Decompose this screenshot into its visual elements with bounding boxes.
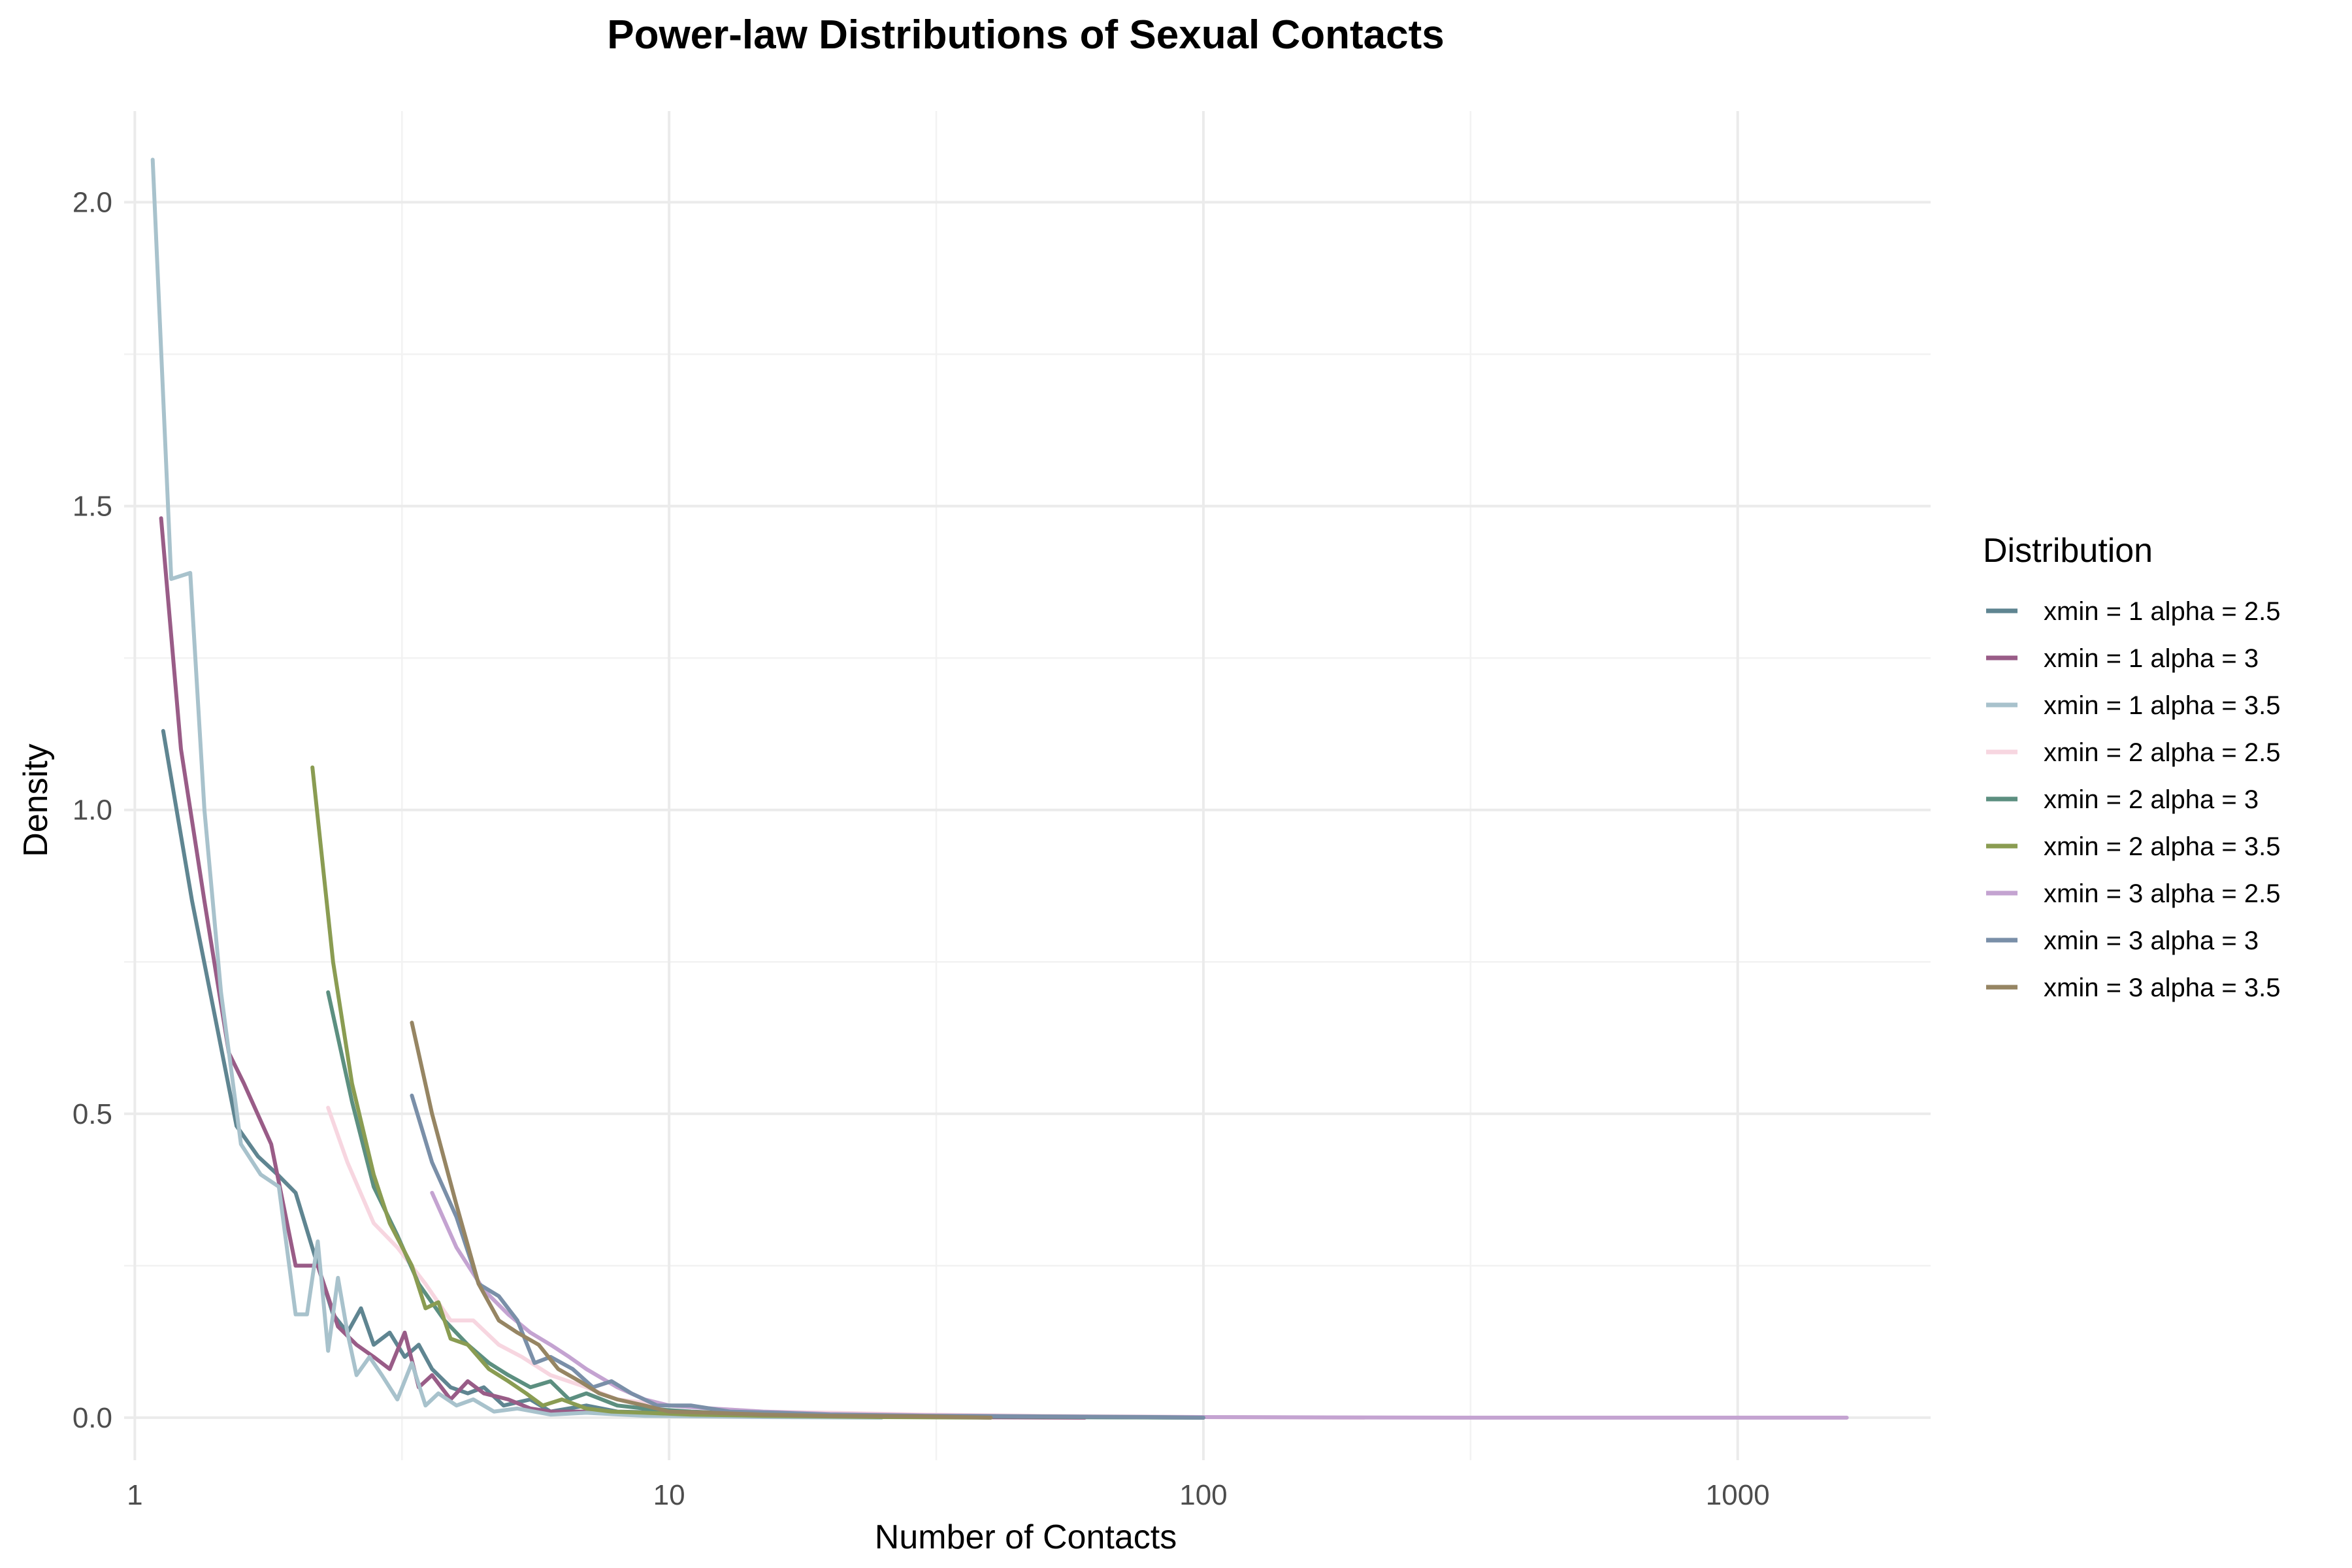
legend-item: xmin = 3 alpha = 3.5: [1986, 973, 2280, 1002]
legend-label: xmin = 3 alpha = 3.5: [2044, 973, 2280, 1002]
legend-label: xmin = 2 alpha = 2.5: [2044, 738, 2280, 767]
chart-title: Power-law Distributions of Sexual Contac…: [607, 12, 1445, 57]
legend-label: xmin = 1 alpha = 3.5: [2044, 691, 2280, 720]
x-axis-ticks: 1 10 100 1000: [127, 1479, 1770, 1511]
x-tick-label: 10: [653, 1479, 685, 1511]
plot-series: [150, 157, 1849, 1420]
legend-label: xmin = 2 alpha = 3: [2044, 785, 2259, 814]
legend-label: xmin = 2 alpha = 3.5: [2044, 832, 2280, 861]
y-tick-label: 1.5: [73, 491, 112, 523]
x-tick-label: 1000: [1706, 1479, 1770, 1511]
legend-label: xmin = 3 alpha = 3: [2044, 926, 2259, 955]
legend-label: xmin = 3 alpha = 2.5: [2044, 879, 2280, 908]
legend-item: xmin = 2 alpha = 2.5: [1986, 738, 2280, 767]
legend-items: xmin = 1 alpha = 2.5 xmin = 1 alpha = 3 xm…: [1986, 597, 2280, 1002]
legend-item: xmin = 1 alpha = 3.5: [1986, 691, 2280, 720]
gridlines: [124, 111, 1931, 1460]
x-tick-label: 1: [127, 1479, 142, 1511]
legend-item: xmin = 3 alpha = 3: [1986, 926, 2259, 955]
y-tick-label: 2.0: [73, 187, 112, 219]
legend-item: xmin = 2 alpha = 3: [1986, 785, 2259, 814]
legend-title: Distribution: [1983, 532, 2153, 570]
x-tick-label: 100: [1179, 1479, 1227, 1511]
legend-label: xmin = 1 alpha = 3: [2044, 644, 2259, 673]
series-line-3: [150, 157, 884, 1420]
y-axis-title: Density: [17, 743, 55, 857]
x-axis-title: Number of Contacts: [875, 1518, 1177, 1556]
series-line-6: [310, 765, 993, 1420]
legend-item: xmin = 2 alpha = 3.5: [1986, 832, 2280, 861]
legend-item: xmin = 1 alpha = 3: [1986, 644, 2259, 673]
y-axis-ticks: 0.0 0.5 1.0 1.5 2.0: [73, 187, 112, 1434]
legend-item: xmin = 3 alpha = 2.5: [1986, 879, 2280, 908]
legend-item: xmin = 1 alpha = 2.5: [1986, 597, 2280, 626]
y-tick-label: 1.0: [73, 794, 112, 826]
y-tick-label: 0.5: [73, 1098, 112, 1130]
series-line-9: [410, 1021, 993, 1420]
y-tick-label: 0.0: [73, 1402, 112, 1434]
legend-label: xmin = 1 alpha = 2.5: [2044, 597, 2280, 626]
